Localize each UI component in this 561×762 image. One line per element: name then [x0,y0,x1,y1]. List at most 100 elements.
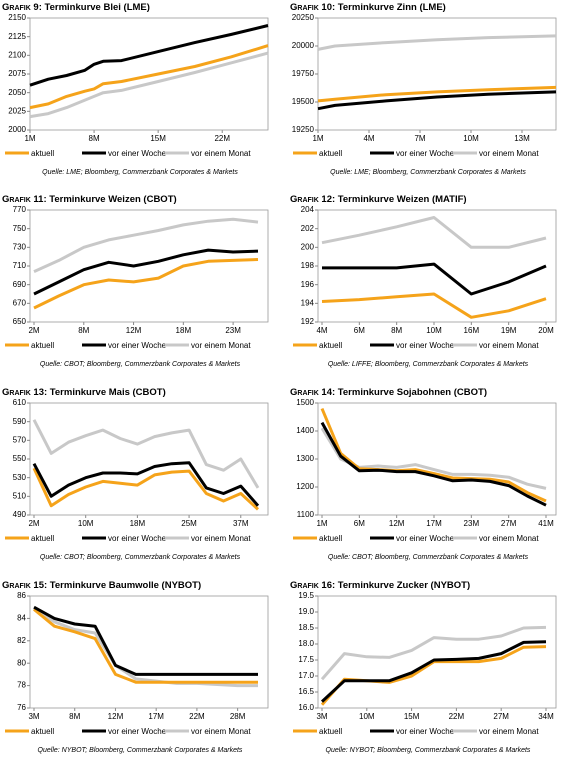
x-tick-label: 37M [233,519,249,528]
chart-title: Grafik 12: Terminkurve Weizen (MATIF) [290,194,467,205]
legend-label: aktuell [319,727,342,736]
series-line [29,44,269,110]
y-tick-label: 2150 [8,13,26,22]
legend-label: vor einer Woche [396,341,455,350]
x-tick-label: 12M [108,712,124,721]
x-tick-label: 1M [316,519,327,528]
x-tick-label: 13M [514,134,530,143]
y-tick-label: 710 [13,261,27,270]
chart-source: Quelle: CBOT; Bloomberg, Commerzbank Cor… [40,554,241,561]
series-line [320,408,547,503]
series-line [317,85,557,103]
legend-label: vor einer Woche [108,727,167,736]
chart-title-text: Terminkurve Blei (LME) [45,2,150,13]
chart-title: Grafik 10: Terminkurve Zinn (LME) [290,2,446,13]
x-tick-label: 22M [449,712,465,721]
legend-label: aktuell [31,727,54,736]
series-line [321,292,547,319]
series-line [320,421,547,507]
y-tick-label: 570 [13,435,27,444]
y-tick-label: 750 [13,224,27,233]
chart-panel: Grafik 10: Terminkurve Zinn (LME) 1M 4M 7M 1… [290,2,557,176]
y-tick-label: 78 [17,681,26,690]
x-tick-label: 23M [464,519,480,528]
chart-panel: Grafik 12: Terminkurve Weizen (MATIF) 4M 6… [290,194,557,368]
legend-label: aktuell [31,534,54,543]
plot-frame [29,209,269,323]
chart-label: Grafik 14: [290,387,335,398]
x-tick-label: 28M [230,712,246,721]
y-tick-label: 202 [301,224,315,233]
y-tick-label: 18.0 [298,639,314,648]
legend-label: vor einem Monat [191,341,251,350]
y-tick-label: 200 [301,242,315,251]
y-tick-label: 2125 [8,32,26,41]
y-tick-label: 17.0 [298,671,314,680]
y-tick-label: 650 [13,317,27,326]
y-tick-label: 1500 [296,398,314,407]
chart-label: Grafik 13: [2,387,47,398]
plot-frame [317,595,557,709]
y-tick-label: 490 [13,510,27,519]
y-tick-label: 19.5 [298,591,314,600]
series-line [317,34,557,51]
x-tick-label: 4M [363,134,374,143]
x-tick-label: 15M [404,712,420,721]
legend-label: vor einer Woche [396,149,455,158]
x-tick-label: 6M [354,326,365,335]
y-tick-label: 2050 [8,88,26,97]
chart-panel: Grafik 13: Terminkurve Mais (CBOT) 2M 10M 1… [2,387,269,561]
x-tick-label: 8M [69,712,80,721]
chart-label: Grafik 16: [290,580,335,591]
x-tick-label: 12M [389,519,405,528]
x-tick-label: 8M [89,134,100,143]
series-line [33,605,258,676]
chart-source: Quelle: NYBOT; Bloomberg, Commerzbank Co… [326,747,531,754]
y-tick-label: 20250 [292,13,315,22]
chart-title: Grafik 11: Terminkurve Weizen (CBOT) [2,194,177,205]
chart-title: Grafik 14: Terminkurve Sojabohnen (CBOT) [290,387,487,398]
legend-label: vor einem Monat [479,534,539,543]
series-line [322,262,547,296]
x-tick-label: 2M [28,326,39,335]
chart-label: Grafik 10: [290,2,335,13]
y-tick-label: 16.5 [298,687,314,696]
chart-panel: Grafik 16: Terminkurve Zucker (NYBOT)3M 1… [290,580,557,754]
chart-source: Quelle: CBOT; Bloomberg, Commerzbank Cor… [40,361,241,368]
legend-label: vor einem Monat [191,534,251,543]
x-tick-label: 34M [538,712,554,721]
chart-label: Grafik 12: [290,194,335,205]
y-tick-label: 204 [301,205,315,214]
y-tick-label: 1200 [296,482,314,491]
x-tick-label: 3M [316,712,327,721]
series-line [320,625,547,681]
legend-label: vor einer Woche [108,341,167,350]
series-line [321,216,547,249]
y-tick-label: 18.5 [298,623,314,632]
y-tick-label: 550 [13,454,27,463]
y-tick-label: 2100 [8,50,26,59]
x-tick-label: 1M [24,134,35,143]
legend-label: vor einem Monat [191,727,251,736]
legend-label: aktuell [319,341,342,350]
y-tick-label: 670 [13,298,27,307]
legend-label: vor einer Woche [396,534,455,543]
x-tick-label: 3M [28,712,39,721]
legend-label: vor einer Woche [108,534,167,543]
legend-label: aktuell [31,149,54,158]
legend-label: vor einem Monat [479,727,539,736]
y-tick-label: 1400 [296,426,314,435]
x-tick-label: 8M [391,326,402,335]
y-tick-label: 1300 [296,454,314,463]
series-line [33,217,259,273]
legend-label: aktuell [319,149,342,158]
x-tick-label: 27M [493,712,509,721]
x-tick-label: 17M [426,519,442,528]
y-tick-label: 730 [13,242,27,251]
y-tick-label: 196 [301,280,315,289]
legend-label: aktuell [31,341,54,350]
legend-label: vor einer Woche [396,727,455,736]
y-tick-label: 80 [17,658,26,667]
x-tick-label: 10M [463,134,479,143]
